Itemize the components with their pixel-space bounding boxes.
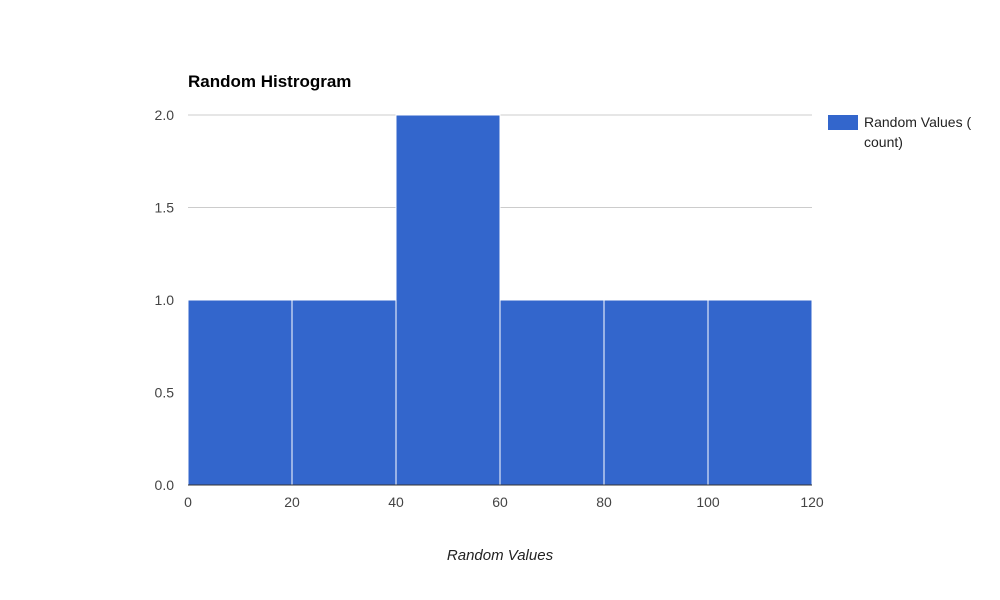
y-axis-ticks: 0.0 0.5 1.0 1.5 2.0 bbox=[155, 107, 175, 493]
histogram-bar bbox=[395, 114, 501, 486]
y-tick-label: 1.5 bbox=[155, 200, 175, 216]
y-tick-label: 2.0 bbox=[155, 107, 175, 123]
histogram-bar bbox=[603, 299, 709, 486]
x-tick-label: 100 bbox=[696, 494, 720, 510]
x-tick-label: 60 bbox=[492, 494, 508, 510]
chart-title: Random Histrogram bbox=[188, 72, 351, 91]
histogram-bars bbox=[187, 114, 813, 486]
x-tick-label: 40 bbox=[388, 494, 404, 510]
histogram-bar bbox=[291, 299, 397, 486]
x-tick-label: 20 bbox=[284, 494, 300, 510]
x-tick-label: 120 bbox=[800, 494, 824, 510]
histogram-bar bbox=[187, 299, 293, 486]
legend-label-line1: Random Values ( bbox=[864, 114, 971, 130]
legend: Random Values ( count) bbox=[828, 114, 971, 150]
x-tick-label: 0 bbox=[184, 494, 192, 510]
legend-swatch bbox=[828, 115, 858, 130]
y-tick-label: 1.0 bbox=[155, 292, 175, 308]
x-tick-label: 80 bbox=[596, 494, 612, 510]
histogram-bar bbox=[499, 299, 605, 486]
x-axis-title: Random Values bbox=[447, 547, 554, 564]
y-tick-label: 0.5 bbox=[155, 385, 175, 401]
histogram-bar bbox=[707, 299, 813, 486]
legend-label-line2: count) bbox=[864, 134, 903, 150]
x-axis-ticks: 0 20 40 60 80 100 120 bbox=[184, 494, 824, 510]
y-tick-label: 0.0 bbox=[155, 477, 175, 493]
